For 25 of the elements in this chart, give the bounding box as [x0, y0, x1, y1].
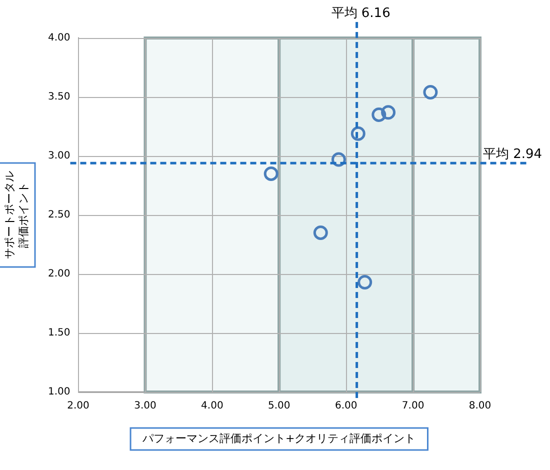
point: [350, 126, 366, 141]
y-tick-label: 3.00: [48, 150, 70, 162]
point: [358, 275, 372, 290]
y-axis-title: サポートポータル評価ポイント: [2, 171, 30, 259]
y-tick-label: 4.00: [48, 32, 70, 44]
y-tick-label: 3.50: [48, 92, 70, 103]
x-tick-label: 4.00: [201, 400, 224, 412]
x-tick-label: 5.00: [268, 400, 290, 412]
y-tick-label: 1.50: [48, 328, 70, 339]
ref-line-label: 平均 2.94: [483, 146, 542, 162]
x-tick-label: 3.00: [134, 400, 156, 412]
x-tick-label: 7.00: [402, 400, 424, 412]
x-axis-title: パフォーマンス評価ポイント+クオリティ評価ポイント: [142, 432, 416, 445]
point: [423, 85, 438, 100]
y-tick-label: 1.00: [48, 386, 70, 398]
point: [372, 107, 386, 122]
point: [313, 225, 328, 240]
y-tick-label: 2.50: [48, 210, 70, 221]
x-tick-label: 2.00: [67, 400, 90, 412]
ref-line-label: 平均 6.16: [331, 6, 390, 21]
y-tick-label: 2.00: [48, 268, 70, 280]
x-tick-label: 8.00: [468, 400, 492, 412]
point: [264, 166, 278, 181]
point: [381, 105, 396, 120]
x-tick-label: 6.00: [334, 400, 358, 412]
